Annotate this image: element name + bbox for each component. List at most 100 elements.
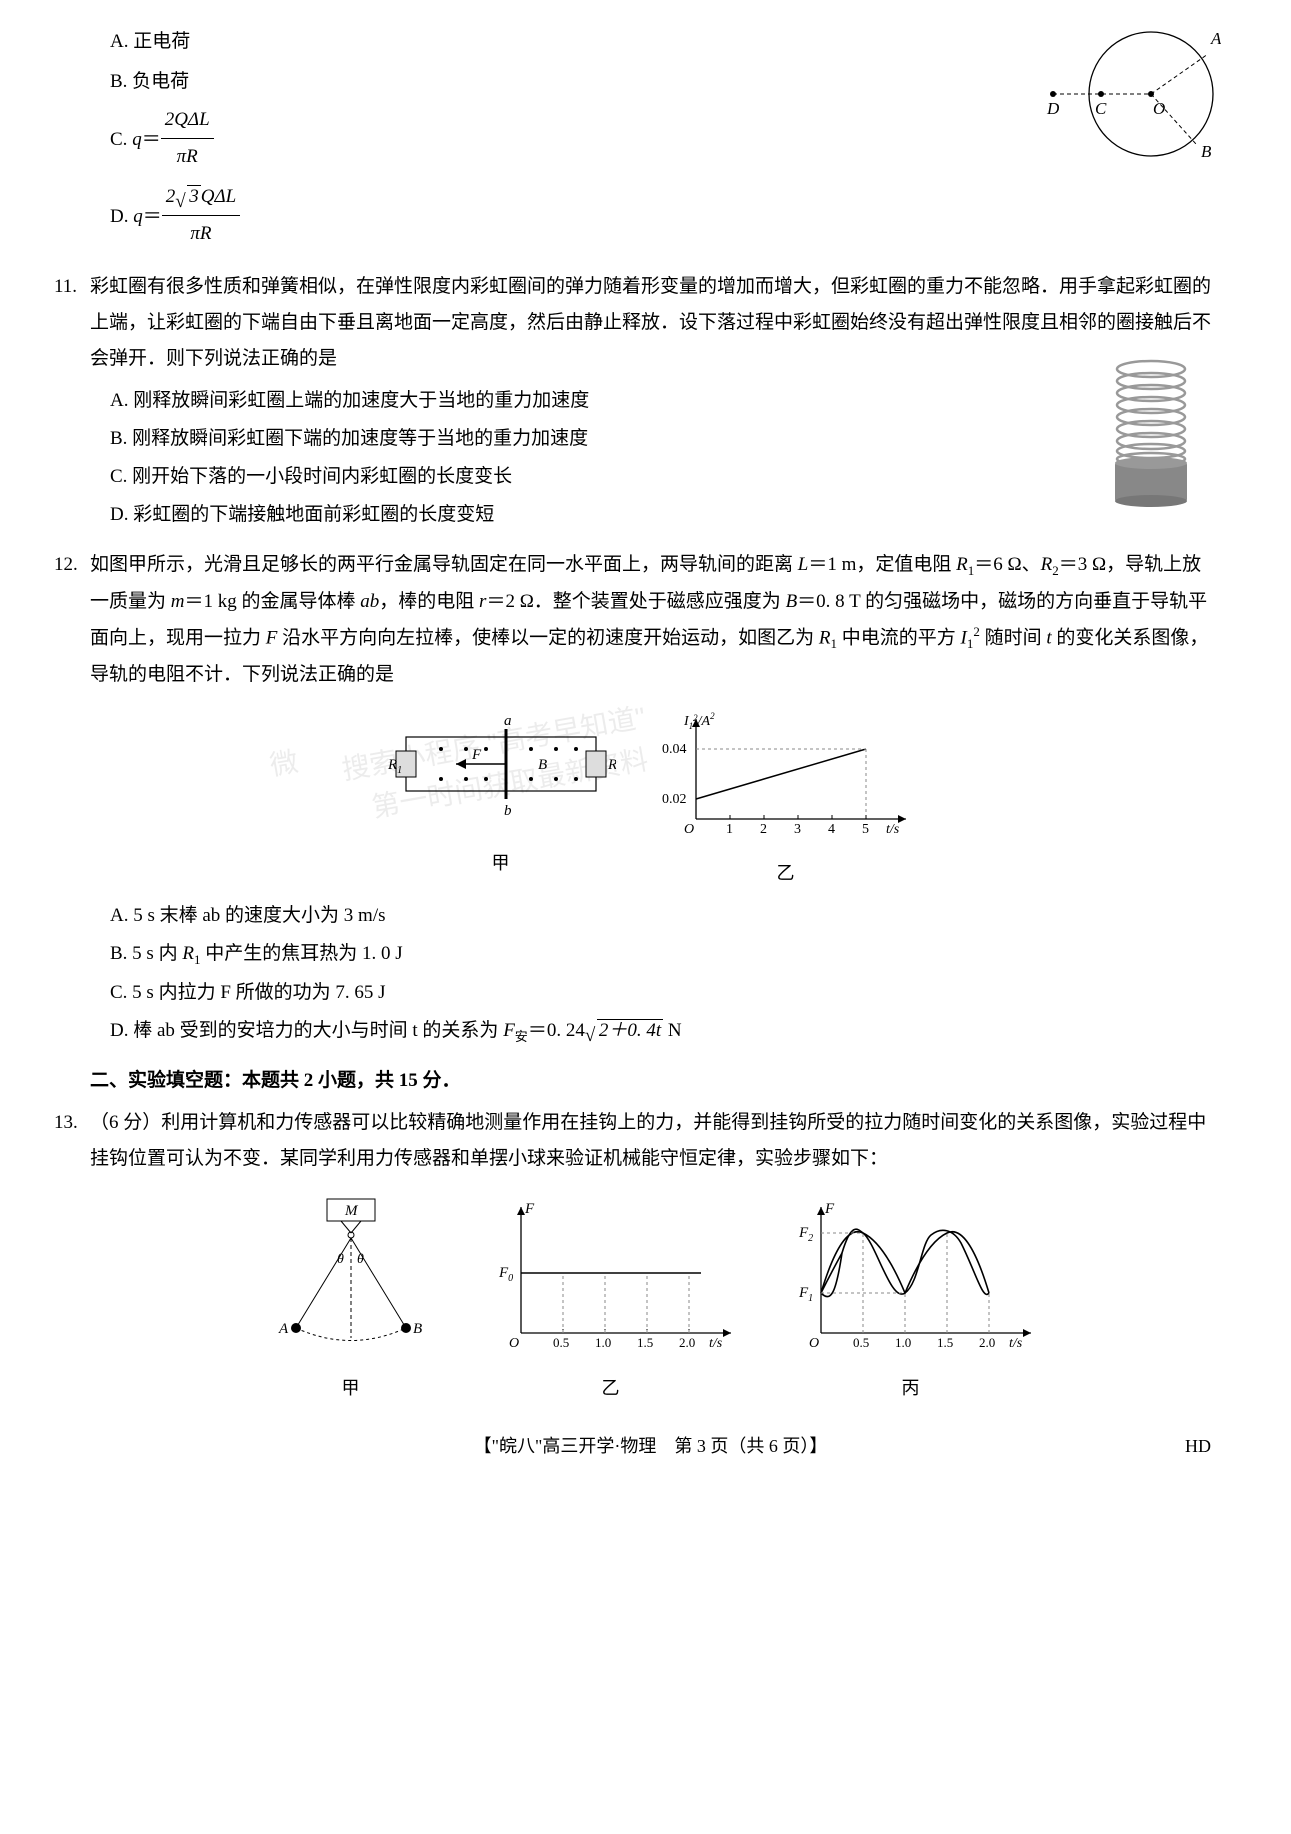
q10d-num: 23QΔL xyxy=(162,179,240,216)
q11-opt-c: C. 刚开始下落的一小段时间内彩虹圈的长度变长 xyxy=(110,459,1211,495)
pend-th2: θ xyxy=(357,1252,364,1267)
xt3: 3 xyxy=(794,822,801,837)
graph-F-wave: F2 F1 F O 0.5 1.0 1.5 2.0 t/s xyxy=(781,1193,1041,1353)
q12-L: L xyxy=(798,554,809,575)
q10c-num: 2QΔL xyxy=(161,102,214,139)
q11-text: 彩虹圈有很多性质和弹簧相似，在弹性限度内彩虹圈间的弹力随着形变量的增加而增大，但… xyxy=(90,269,1211,377)
yi-xlabel: t/s xyxy=(709,1336,723,1351)
q12d-a: D. 棒 ab 受到的安培力的大小与时间 t 的关系为 xyxy=(110,1020,503,1041)
q10d-num-b: QΔL xyxy=(201,186,236,207)
q12-t1: ＝1 m，定值电阻 xyxy=(808,554,956,575)
q13-fig-yi: F0 F O 0.5 1.0 1.5 2.0 t/s 乙 xyxy=(481,1193,741,1404)
q13-yi-label: 乙 xyxy=(481,1371,741,1405)
fig-a: a xyxy=(504,713,512,729)
q12b-a: B. 5 s 内 xyxy=(110,943,182,964)
q12b-R: R xyxy=(182,943,194,964)
question-11: 11. 彩虹圈有很多性质和弹簧相似，在弹性限度内彩虹圈间的弹力随着形变量的增加而… xyxy=(90,269,1211,534)
fig-b: b xyxy=(504,803,512,819)
page-footer: 【"皖八"高三开学·物理 第 3 页（共 6 页）】 HD xyxy=(90,1429,1211,1463)
bing-x1: 0.5 xyxy=(853,1335,869,1350)
fig-yi-label: 乙 xyxy=(656,856,916,890)
graph-F-const: F0 F O 0.5 1.0 1.5 2.0 t/s xyxy=(481,1193,741,1353)
q13-text: （6 分）利用计算机和力传感器可以比较精确地测量作用在挂钩上的力，并能得到挂钩所… xyxy=(90,1105,1211,1177)
q12-num: 12. xyxy=(54,547,78,583)
q13-bing-label: 丙 xyxy=(781,1371,1041,1405)
q12-R1: R xyxy=(956,554,968,575)
q10c-den: πR xyxy=(161,139,214,175)
yi-x2: 1.0 xyxy=(595,1335,611,1350)
q10c-frac: 2QΔLπR xyxy=(161,102,214,175)
bing-F1: F1 xyxy=(798,1285,813,1304)
q10c-q: q xyxy=(132,129,142,150)
bing-F2: F2 xyxy=(798,1225,813,1244)
label-B: B xyxy=(1201,142,1212,161)
fig-B: B xyxy=(538,757,547,773)
q10d-prefix: D. xyxy=(110,206,133,227)
spring-figure xyxy=(1101,357,1201,517)
q10d-eq: ＝ xyxy=(143,206,162,227)
ytick-004: 0.04 xyxy=(662,742,687,757)
q12-t5: ，棒的电阻 xyxy=(379,591,479,612)
bing-x4: 2.0 xyxy=(979,1335,995,1350)
q11-num: 11. xyxy=(54,269,77,305)
label-O: O xyxy=(1153,99,1165,118)
question-12: 12. 如图甲所示，光滑且足够长的两平行金属导轨固定在同一水平面上，两导轨间的距… xyxy=(90,547,1211,1049)
q12-m: m xyxy=(171,591,185,612)
fig-F: F xyxy=(471,747,482,763)
q10d-frac: 23QΔLπR xyxy=(162,179,240,252)
pend-th1: θ xyxy=(337,1252,344,1267)
question-13: 13. （6 分）利用计算机和力传感器可以比较精确地测量作用在挂钩上的力，并能得… xyxy=(90,1105,1211,1404)
q10d-num-a: 2 xyxy=(166,186,176,207)
bing-F: F xyxy=(824,1201,835,1217)
q13-figures: M A B θ θ 甲 xyxy=(90,1193,1211,1404)
question-10-options: A B C D O A. 正电荷 B. 负电荷 C. q＝2QΔLπR D. q… xyxy=(90,24,1211,255)
q12-opt-b: B. 5 s 内 R1 中产生的焦耳热为 1. 0 J xyxy=(110,936,1211,972)
q11-opt-a: A. 刚释放瞬间彩虹圈上端的加速度大于当地的重力加速度 xyxy=(110,383,1211,419)
circle-diagram: A B C D O xyxy=(1041,14,1221,174)
yi-O: O xyxy=(509,1336,519,1351)
yi-x1: 0.5 xyxy=(553,1335,569,1350)
label-A: A xyxy=(1210,29,1221,48)
q12-opt-a: A. 5 s 末棒 ab 的速度大小为 3 m/s xyxy=(110,898,1211,934)
xlabel: t/s xyxy=(886,822,900,837)
q12-R2: R xyxy=(1041,554,1053,575)
q10d-q: q xyxy=(133,206,143,227)
q13-num: 13. xyxy=(54,1105,78,1141)
q11-opt-b: B. 刚释放瞬间彩虹圈下端的加速度等于当地的重力加速度 xyxy=(110,421,1211,457)
xt5: 5 xyxy=(862,822,869,837)
bing-x3: 1.5 xyxy=(937,1335,953,1350)
q12-figures: a b R1 R2 F B 甲 0.04 0.02 O 1 xyxy=(90,709,1211,890)
footer-main: 【"皖八"高三开学·物理 第 3 页（共 6 页）】 xyxy=(474,1436,828,1456)
q11-opt-d: D. 彩虹圈的下端接触地面前彩虹圈的长度变短 xyxy=(110,497,1211,533)
q13-jia-label: 甲 xyxy=(261,1371,441,1405)
bing-x2: 1.0 xyxy=(895,1335,911,1350)
q12-t2: ＝6 Ω、 xyxy=(974,554,1040,575)
q12-ab: ab xyxy=(360,591,379,612)
q12-opt-c: C. 5 s 内拉力 F 所做的功为 7. 65 J xyxy=(110,975,1211,1011)
label-D: D xyxy=(1046,99,1060,118)
xt2: 2 xyxy=(760,822,767,837)
q12b-b: 中产生的焦耳热为 1. 0 J xyxy=(200,943,402,964)
q12d-sqrt: 2＋0. 4t xyxy=(597,1019,663,1041)
xt1: 1 xyxy=(726,822,733,837)
q12-fig-jia: a b R1 R2 F B 甲 xyxy=(386,709,616,890)
q10c-eq: ＝ xyxy=(142,129,161,150)
yi-F0: F0 xyxy=(498,1265,513,1284)
origin-O: O xyxy=(684,822,694,837)
bing-O: O xyxy=(809,1336,819,1351)
q12-t9: 中电流的平方 xyxy=(837,627,961,648)
q13-fig-bing: F2 F1 F O 0.5 1.0 1.5 2.0 t/s 丙 xyxy=(781,1193,1041,1404)
graph-i-squared: 0.04 0.02 O 1 2 3 4 5 t/s I12/A2 xyxy=(656,709,916,839)
q12-fig-yi: 0.04 0.02 O 1 2 3 4 5 t/s I12/A2 乙 xyxy=(656,709,916,890)
label-C: C xyxy=(1095,99,1107,118)
yi-x4: 2.0 xyxy=(679,1335,695,1350)
q12d-Fs: 安 xyxy=(515,1028,528,1043)
q12-t6: ＝2 Ω．整个装置处于磁感应强度为 xyxy=(486,591,785,612)
pend-M: M xyxy=(344,1203,359,1219)
q13-fig-jia: M A B θ θ 甲 xyxy=(261,1193,441,1404)
q10d-den: πR xyxy=(162,216,240,252)
q10d-sqrt: 3 xyxy=(187,185,201,207)
circuit-diagram: a b R1 R2 F B xyxy=(386,709,616,829)
q12-R1b: R xyxy=(819,627,831,648)
q12-B: B xyxy=(786,591,798,612)
